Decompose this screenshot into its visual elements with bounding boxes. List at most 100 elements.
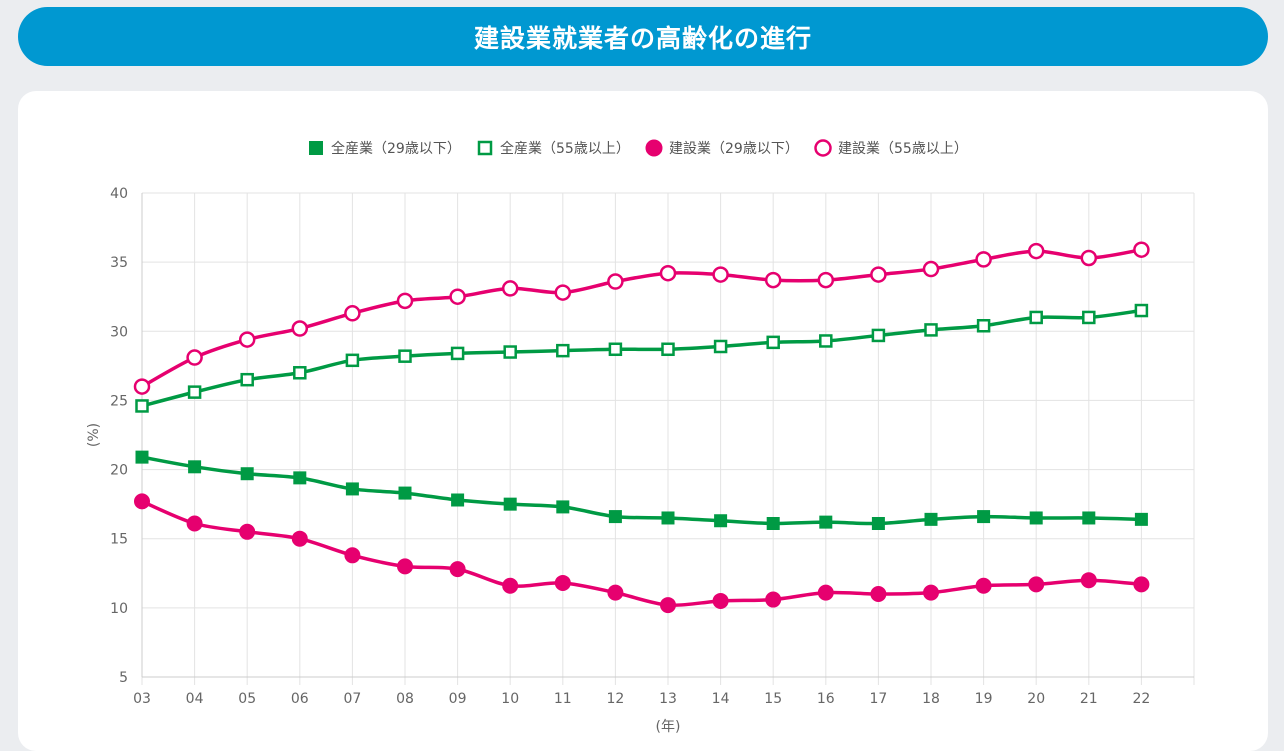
legend-item-1[interactable]: 全産業（29歳以下） <box>309 140 461 157</box>
data-point <box>923 584 939 601</box>
data-point <box>1133 576 1150 593</box>
y-tick-label: 5 <box>119 670 128 686</box>
y-tick-label: 40 <box>110 186 128 202</box>
y-tick-label: 20 <box>110 463 128 479</box>
page-title: 建設業就業者の高齢化の進行 <box>473 23 812 53</box>
data-point <box>398 349 412 363</box>
legend-item-3[interactable]: 建設業（29歳以下） <box>645 139 799 158</box>
series-2 <box>135 303 1149 413</box>
series-3 <box>134 493 1150 614</box>
x-tick-label: 18 <box>922 691 940 707</box>
data-point <box>1029 511 1043 525</box>
chart-axes: 5 10 15 20 25 30 35 40 03 04 05 06 07 08 09 10 11 12 13 14 1… <box>110 186 1194 707</box>
y-tick-label: 35 <box>110 255 128 271</box>
x-tick-label: 04 <box>186 691 204 707</box>
data-point <box>396 292 414 310</box>
data-point <box>714 514 728 528</box>
data-point <box>503 345 517 359</box>
series-line <box>140 247 1144 389</box>
page-title-banner: 建設業就業者の高齢化の進行 <box>18 7 1268 66</box>
data-point <box>660 597 676 614</box>
data-point <box>345 482 359 496</box>
data-point <box>1080 249 1098 267</box>
data-point <box>1029 310 1043 325</box>
x-tick-label: 06 <box>291 691 309 707</box>
data-point <box>1027 242 1045 260</box>
line-chart: 全産業（29歳以下） 全産業（55歳以上） 建設業（29歳以下） 建設業（55歳以上）… <box>86 139 1195 735</box>
data-point <box>291 320 309 337</box>
x-tick-label: 20 <box>1027 691 1045 707</box>
data-point <box>870 586 887 603</box>
data-point <box>344 305 361 322</box>
data-point <box>871 517 885 531</box>
x-tick-label: 16 <box>817 691 835 707</box>
data-point <box>817 271 835 289</box>
data-point <box>817 584 834 601</box>
data-point <box>765 591 782 608</box>
data-point <box>975 251 992 268</box>
data-point <box>659 264 677 282</box>
data-point <box>713 339 728 354</box>
chart-legend[interactable]: 全産業（29歳以下） 全産業（55歳以上） 建設業（29歳以下） 建設業（55歳以上） <box>309 139 968 158</box>
data-point <box>135 399 149 413</box>
legend-item-2[interactable]: 全産業（55歳以上） <box>477 140 630 157</box>
series-1 <box>135 450 1148 531</box>
data-point <box>293 366 307 380</box>
data-point <box>293 471 307 485</box>
legend-marker <box>309 141 323 155</box>
y-tick-label: 15 <box>110 532 128 548</box>
data-point <box>186 515 203 532</box>
legend-marker <box>645 139 663 157</box>
data-point <box>1134 512 1148 526</box>
data-point <box>345 353 360 368</box>
data-point <box>1133 241 1150 258</box>
legend-label: 建設業（29歳以下） <box>669 141 799 157</box>
data-point <box>134 493 150 510</box>
data-point <box>922 260 940 278</box>
x-tick-label: 19 <box>975 691 993 707</box>
legend-marker <box>477 140 493 156</box>
chart-grid <box>141 192 1195 685</box>
x-tick-label: 22 <box>1132 691 1150 707</box>
data-point <box>819 334 833 348</box>
data-point <box>607 584 624 601</box>
data-point <box>449 561 466 578</box>
data-point <box>397 558 413 575</box>
data-point <box>766 517 780 531</box>
data-point <box>1082 511 1096 525</box>
data-point <box>977 510 991 524</box>
data-point <box>240 467 254 481</box>
x-tick-label: 12 <box>606 691 624 707</box>
chart-series <box>133 241 1150 614</box>
data-point <box>554 574 571 591</box>
legend-item-4[interactable]: 建設業（55歳以上） <box>814 139 968 158</box>
data-point <box>449 288 466 305</box>
data-point <box>238 331 256 348</box>
data-point <box>661 342 675 357</box>
x-axis-label: (年) <box>656 719 681 735</box>
series-line <box>140 308 1144 408</box>
x-tick-label: 09 <box>449 691 467 707</box>
data-point <box>556 500 570 514</box>
x-tick-label: 13 <box>659 691 677 707</box>
data-point <box>607 273 624 290</box>
data-point <box>556 343 570 358</box>
data-point <box>870 266 887 283</box>
data-point <box>1080 572 1097 589</box>
data-point <box>344 547 361 564</box>
data-point <box>975 577 992 594</box>
data-point <box>501 280 519 297</box>
data-point <box>1028 576 1045 593</box>
legend-label: 全産業（55歳以上） <box>500 140 630 157</box>
legend-marker <box>814 139 832 157</box>
y-tick-label: 25 <box>110 393 128 409</box>
legend-label: 建設業（55歳以上） <box>838 141 968 157</box>
y-axis-label: (%) <box>86 423 102 447</box>
data-point <box>186 349 203 366</box>
data-point <box>554 284 572 301</box>
data-point <box>133 378 151 395</box>
data-point <box>1134 303 1149 318</box>
x-tick-label: 08 <box>396 691 414 707</box>
chart-card: 全産業（29歳以下） 全産業（55歳以上） 建設業（29歳以下） 建設業（55歳以上）… <box>18 91 1268 751</box>
data-point <box>135 450 149 464</box>
